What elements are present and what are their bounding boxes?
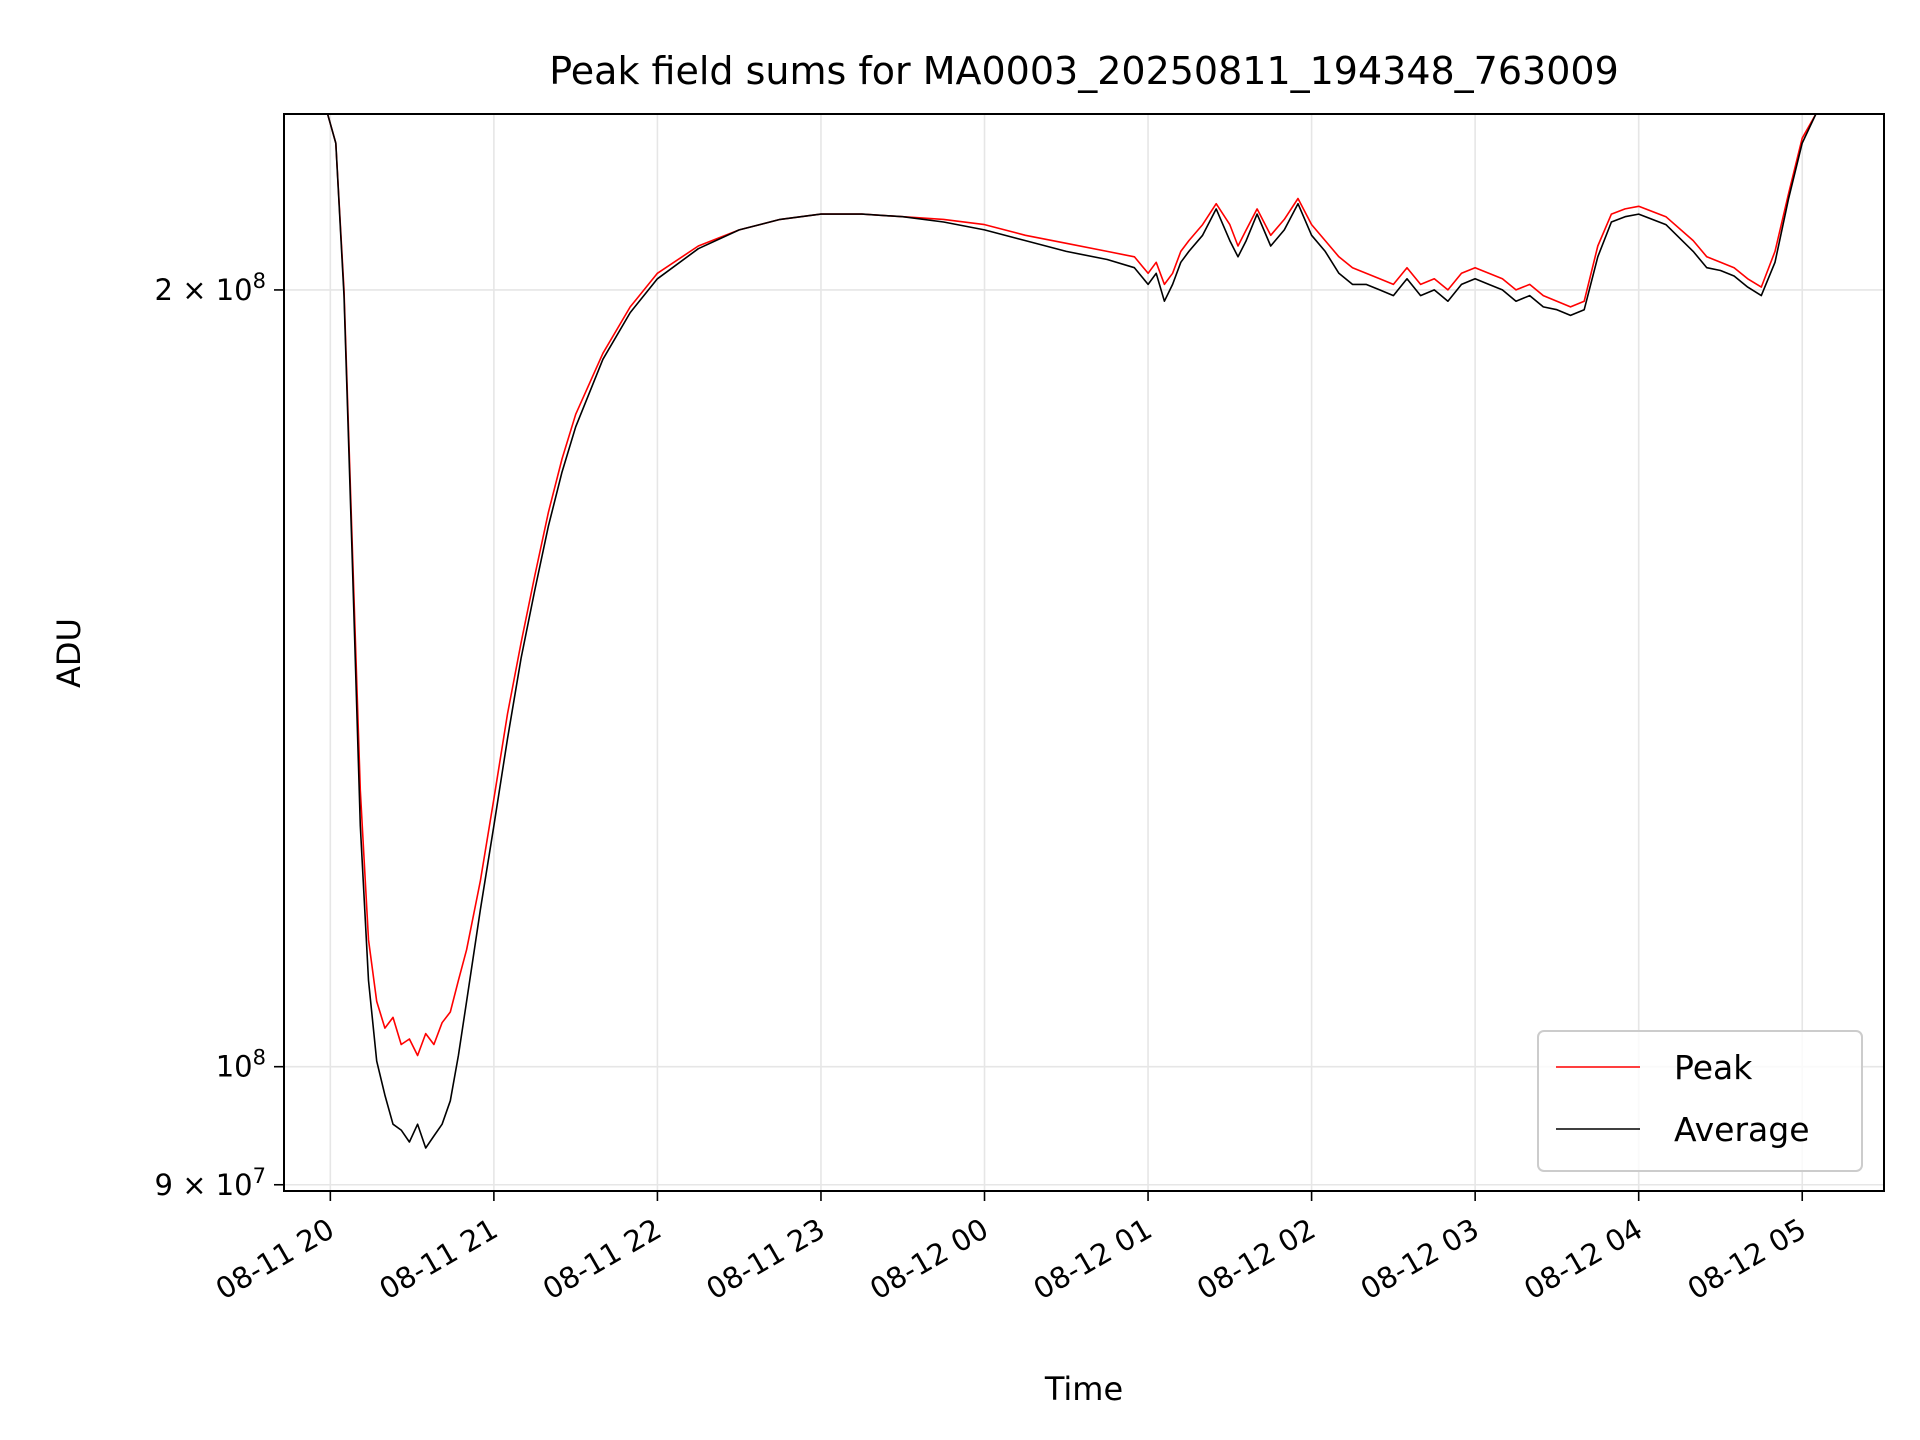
plot-frame [283, 113, 1885, 1192]
y-tick-label-exponent: 7 [253, 1164, 266, 1188]
series-line-average [284, 114, 1884, 1149]
legend-label-peak: Peak [1674, 1048, 1753, 1087]
series-line-peak [284, 114, 1884, 1057]
chart-title: Peak field sums for MA0003_20250811_1943… [549, 49, 1619, 93]
y-tick-label-exponent: 8 [253, 269, 266, 293]
legend-box [1537, 1030, 1863, 1172]
y-tick-label-base: 10 [216, 1050, 253, 1084]
series-lines [284, 114, 1884, 1149]
y-tick-label-base: 9 × 10 [155, 1168, 253, 1202]
y-tick-label: 108 [216, 1046, 266, 1084]
x-axis-title: Time [1044, 1370, 1123, 1408]
y-tick-label: 2 × 108 [155, 269, 266, 307]
grid [284, 114, 1884, 1191]
y-tick-label-exponent: 8 [253, 1046, 266, 1070]
legend-label-average: Average [1674, 1110, 1810, 1149]
y-tick-label: 9 × 107 [155, 1164, 266, 1202]
y-tick-label-base: 2 × 10 [155, 273, 253, 307]
y-axis-title: ADU [50, 618, 88, 688]
legend: Peak Average [1537, 1030, 1863, 1172]
